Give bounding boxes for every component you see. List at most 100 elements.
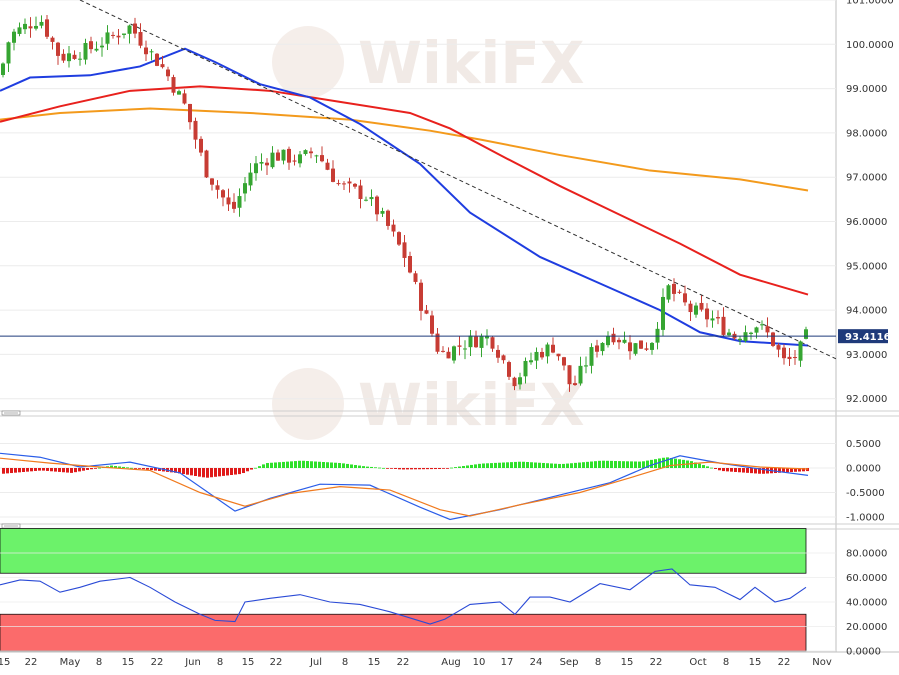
macd-histogram-bar <box>390 468 393 469</box>
macd-histogram-bar <box>730 468 733 472</box>
rsi-y-tick: 0.0000 <box>846 647 881 658</box>
macd-histogram-bar <box>614 460 617 468</box>
macd-histogram-bar <box>318 461 321 468</box>
macd-histogram-bar <box>434 468 437 470</box>
x-tick-label: 8 <box>217 657 223 668</box>
macd-histogram-bar <box>330 462 333 468</box>
candle <box>254 156 258 181</box>
macd-histogram-bar <box>150 468 153 471</box>
macd-histogram-bar <box>154 468 157 471</box>
macd-histogram-bar <box>658 458 661 468</box>
last-price-line: 93.4116 <box>0 329 891 344</box>
macd-histogram-bar <box>182 468 185 475</box>
candle <box>160 55 165 69</box>
candle <box>320 146 324 163</box>
macd-histogram-bar <box>414 468 417 470</box>
candle <box>39 15 44 29</box>
macd-histogram-bar <box>626 461 629 468</box>
candle <box>342 181 346 190</box>
candle <box>600 342 605 356</box>
price-y-tick: 94.0000 <box>846 306 887 317</box>
candle <box>402 235 407 267</box>
candle <box>226 188 231 211</box>
candle <box>67 45 71 68</box>
panel-resize-handles[interactable] <box>1 410 21 529</box>
macd-histogram-bar <box>366 466 369 468</box>
macd-histogram-bar <box>790 468 793 473</box>
macd-histogram-bar <box>538 462 541 468</box>
candle <box>287 146 291 170</box>
candle <box>523 357 528 384</box>
macd-histogram-bar <box>570 463 573 468</box>
macd-histogram-bar <box>138 468 141 469</box>
macd-histogram-bar <box>382 467 385 469</box>
candle <box>628 335 632 360</box>
candle <box>182 89 187 105</box>
candle <box>463 340 467 360</box>
rsi-y-tick: 40.0000 <box>846 598 887 609</box>
macd-histogram-bar <box>34 468 37 471</box>
price-y-tick: 97.0000 <box>846 173 887 184</box>
macd-histogram-bar <box>778 468 781 473</box>
candle <box>617 337 621 350</box>
candle <box>28 17 33 38</box>
candle <box>479 333 484 358</box>
macd-histogram-bar <box>546 463 549 468</box>
candle <box>265 158 269 175</box>
candle <box>545 342 550 364</box>
macd-histogram-bar <box>486 463 489 468</box>
macd-histogram-bar <box>458 466 461 468</box>
macd-line <box>0 452 809 521</box>
candle <box>413 270 418 285</box>
candle <box>17 22 22 37</box>
x-tick-label: May <box>60 657 81 668</box>
macd-histogram-bar <box>2 468 5 474</box>
candle <box>430 310 434 337</box>
candle <box>331 160 335 183</box>
macd-histogram-bar <box>450 467 453 469</box>
macd-histogram-bar <box>214 468 217 477</box>
price-grid <box>0 0 836 400</box>
candle <box>397 231 401 246</box>
macd-histogram-bar <box>786 468 789 473</box>
candle <box>237 188 242 217</box>
macd-histogram-bar <box>70 468 73 473</box>
macd-histogram-bar <box>586 461 589 468</box>
x-tick-label: Aug <box>441 657 461 668</box>
candle <box>804 326 808 340</box>
x-tick-label: 22 <box>151 657 164 668</box>
macd-histogram-bar <box>282 461 285 468</box>
macd-histogram-bar <box>278 462 281 468</box>
macd-histogram-bar <box>490 463 493 468</box>
candle <box>309 147 313 159</box>
candle <box>710 310 715 328</box>
macd-histogram-bar <box>514 461 517 468</box>
macd-histogram-bar <box>190 468 193 476</box>
candle <box>457 336 462 356</box>
candle <box>452 345 456 364</box>
macd-histogram-bar <box>494 462 497 468</box>
candle <box>507 360 511 381</box>
candle <box>435 328 440 354</box>
x-tick-label: 22 <box>270 657 283 668</box>
macd-histogram-bar <box>438 468 441 470</box>
candle <box>122 33 126 39</box>
watermark: WikiFX WikiFX <box>272 26 585 440</box>
macd-histogram-bar <box>86 468 89 470</box>
macd-histogram-bar <box>590 461 593 468</box>
candlesticks <box>1 15 808 392</box>
x-tick-label: 15 <box>368 657 381 668</box>
macd-histogram-bar <box>530 462 533 468</box>
price-y-tick: 95.0000 <box>846 261 887 272</box>
macd-histogram-bar <box>322 461 325 468</box>
macd-histogram-bar <box>242 468 245 474</box>
macd-histogram-bar <box>558 463 561 468</box>
candle <box>155 52 159 67</box>
macd-histogram-bar <box>702 465 705 468</box>
candle <box>105 25 110 50</box>
candle <box>551 337 555 354</box>
macd-histogram-bar <box>262 464 265 468</box>
candle <box>12 28 16 51</box>
macd-histogram-bar <box>762 468 765 474</box>
macd-histogram-bar <box>346 463 349 468</box>
